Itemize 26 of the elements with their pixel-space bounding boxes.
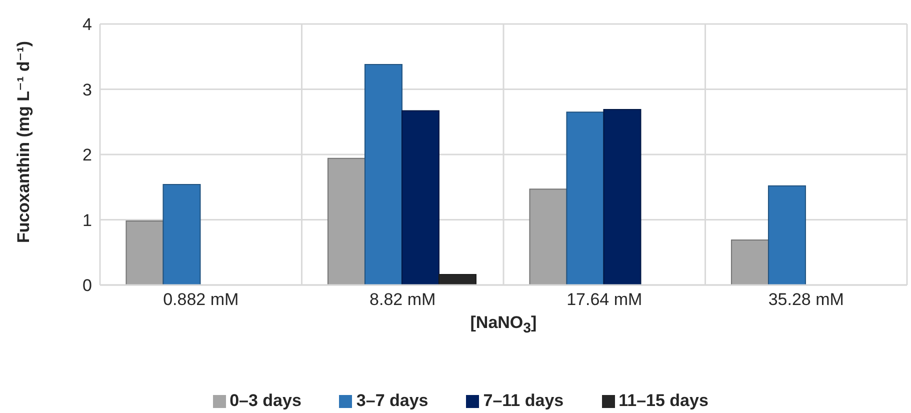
x-tick-label: 0.882 mM	[163, 290, 239, 310]
y-tick-label: 0	[82, 276, 92, 296]
legend-label: 3–7 days	[356, 391, 428, 410]
bar	[401, 110, 440, 285]
y-axis-title: Fucoxanthin (mg L⁻¹ d⁻¹)	[14, 40, 34, 244]
legend-label: 11–15 days	[618, 391, 708, 410]
y-tick-label: 2	[82, 146, 92, 165]
legend-label: 0–3 days	[230, 391, 302, 410]
y-tick-label: 4	[82, 15, 92, 34]
bar	[529, 188, 568, 285]
bar	[730, 239, 769, 285]
bar	[327, 158, 366, 285]
bar	[162, 184, 201, 285]
x-tick-label: 35.28 mM	[768, 290, 844, 310]
y-tick-label: 1	[82, 210, 92, 230]
bar	[364, 64, 402, 285]
bar	[126, 220, 164, 285]
bar	[438, 274, 476, 285]
legend-label: 7–11 days	[483, 391, 564, 410]
x-axis-title: [NaNO$_{3}$]	[469, 313, 538, 336]
bar	[603, 108, 642, 285]
bar	[566, 112, 604, 285]
bar	[768, 185, 806, 285]
x-tick-label: 8.82 mM	[370, 290, 436, 310]
x-tick-label: 17.64 mM	[566, 290, 642, 310]
y-tick-label: 3	[82, 80, 92, 100]
